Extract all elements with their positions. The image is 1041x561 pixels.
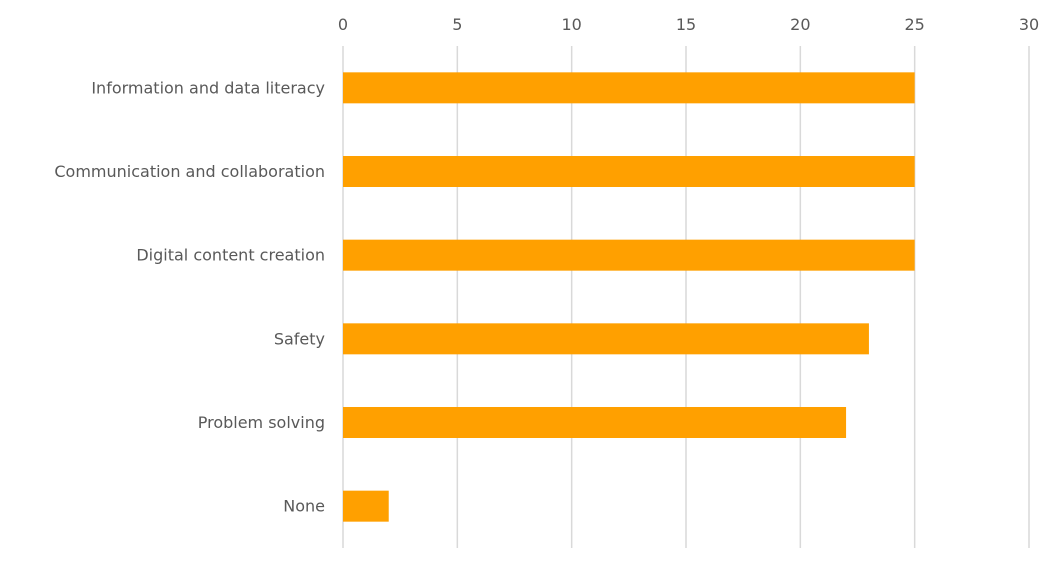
bar-safety: [343, 323, 869, 355]
category-label: Information and data literacy: [91, 78, 325, 97]
x-axis-ticks: 0 5 10 15 20 25 30: [338, 15, 1039, 34]
category-label: None: [283, 497, 325, 516]
x-tick-label: 5: [452, 15, 462, 34]
gridlines: [342, 46, 1030, 548]
bars: [343, 72, 915, 522]
bar-none: [343, 490, 389, 522]
category-label: Communication and collaboration: [54, 162, 325, 181]
category-label: Problem solving: [198, 413, 325, 432]
x-tick-label: 0: [338, 15, 348, 34]
x-tick-label: 30: [1019, 15, 1039, 34]
category-labels: Information and data literacy Communicati…: [54, 78, 325, 515]
bar-information-and-data-literacy: [343, 72, 915, 104]
bar-digital-content-creation: [343, 239, 915, 271]
x-tick-label: 10: [561, 15, 581, 34]
bar-communication-and-collaboration: [343, 156, 915, 187]
x-tick-label: 15: [676, 15, 696, 34]
x-tick-label: 20: [790, 15, 810, 34]
category-label: Safety: [274, 329, 325, 348]
category-label: Digital content creation: [136, 246, 325, 265]
bar-problem-solving: [343, 407, 847, 438]
x-tick-label: 25: [904, 15, 924, 34]
